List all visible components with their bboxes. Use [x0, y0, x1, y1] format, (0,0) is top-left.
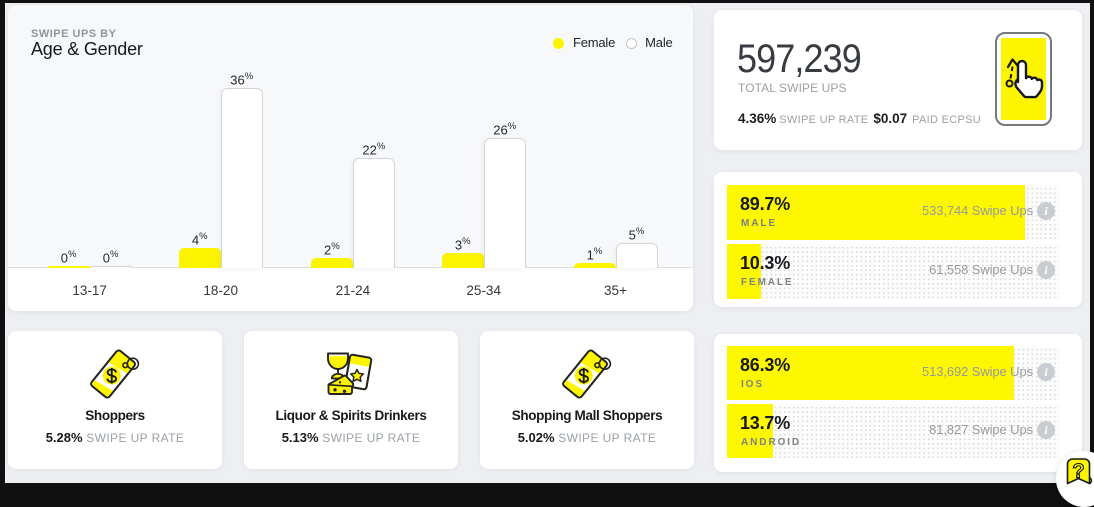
- svg-text:?: ?: [1072, 461, 1084, 483]
